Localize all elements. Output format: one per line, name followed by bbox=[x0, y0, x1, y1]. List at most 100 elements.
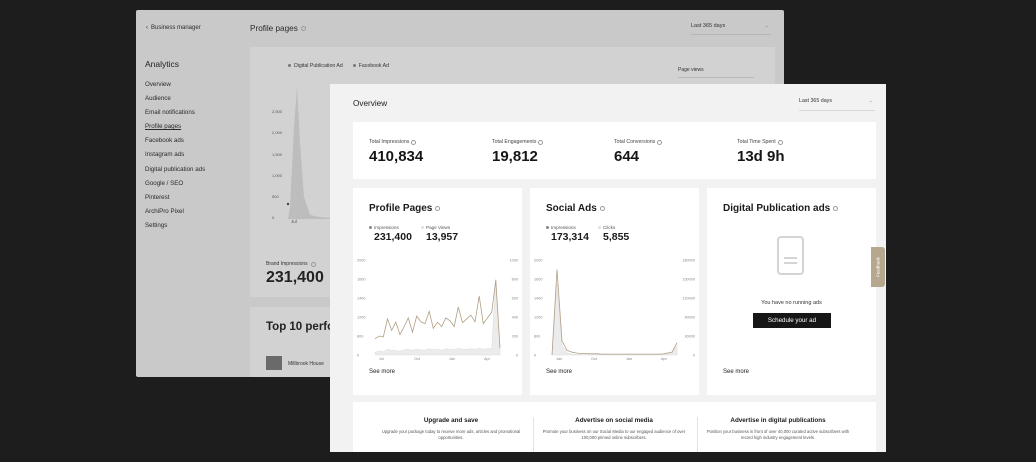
bg-date-range-select[interactable]: Last 365 days ⌄ bbox=[691, 23, 771, 35]
y-tick-label: 0 bbox=[534, 354, 536, 358]
y-tick-label: 1600 bbox=[357, 278, 365, 282]
y2-tick-label: 150000 bbox=[682, 278, 695, 282]
info-icon bbox=[310, 261, 316, 267]
sidebar-nav: Overview Audience Email notifications Pr… bbox=[145, 81, 205, 236]
bg-chart-fill bbox=[288, 87, 350, 219]
stat-label-text: Total Engagements bbox=[492, 139, 537, 145]
info-icon bbox=[833, 206, 839, 211]
schedule-ad-button[interactable]: Schedule your ad bbox=[753, 313, 831, 328]
back-link[interactable]: ‹ Business manager bbox=[146, 25, 201, 31]
card-title: Profile Pages bbox=[369, 203, 441, 214]
metric-label-text: Impressions bbox=[551, 225, 576, 230]
date-range-select[interactable]: Last 365 days ⌄ bbox=[799, 98, 875, 111]
sidebar-item-archipro-pixel[interactable]: ArchiPro Pixel bbox=[145, 207, 184, 215]
metric-label-text: Clicks bbox=[603, 225, 616, 230]
metric-label-text: Impressions bbox=[374, 225, 399, 230]
y-tick-label: 1200 bbox=[534, 316, 542, 320]
promo-title: Upgrade and save bbox=[423, 417, 479, 424]
promo-digital-publications[interactable]: Advertise in digital publications Positi… bbox=[703, 417, 853, 442]
see-more-link[interactable]: See more bbox=[546, 369, 573, 375]
stat-label: Total Conversions bbox=[614, 139, 663, 145]
card-title: Social Ads bbox=[546, 203, 605, 214]
bg-x-tick: Jul bbox=[291, 219, 297, 224]
x-tick-label: Apr bbox=[484, 357, 491, 361]
bg-legend-item: Facebook Ad bbox=[353, 63, 389, 69]
sidebar-item-email-notifications[interactable]: Email notifications bbox=[145, 109, 195, 117]
bg-brand-label-text: Brand Impressions bbox=[266, 261, 308, 267]
legend-swatch bbox=[369, 226, 372, 229]
promo-upgrade[interactable]: Upgrade and save Upgrade your package to… bbox=[376, 417, 526, 442]
metric-value: 13,957 bbox=[426, 231, 459, 243]
legend-swatch bbox=[546, 226, 549, 229]
x-tick-label: Jul bbox=[379, 357, 384, 361]
bg-y-tick: 1,000 bbox=[272, 172, 283, 178]
metric-label: Impressions bbox=[369, 225, 412, 230]
series-area-page-views bbox=[374, 278, 501, 356]
sidebar-item-audience[interactable]: Audience bbox=[145, 95, 171, 103]
sidebar-item-overview[interactable]: Overview bbox=[145, 81, 171, 88]
x-tick-label: Jan bbox=[556, 357, 562, 361]
y2-tick-label: 180000 bbox=[682, 259, 695, 263]
date-range-label: Last 365 days bbox=[799, 98, 832, 104]
bg-y-tick: 1,500 bbox=[272, 151, 283, 157]
y2-tick-label: 1000 bbox=[510, 259, 518, 263]
y-tick-label: 1200 bbox=[357, 316, 365, 320]
bg-top10-title: Top 10 perfor bbox=[266, 321, 339, 333]
sidebar-item-digital-publication-ads[interactable]: Digital publication ads bbox=[145, 165, 206, 173]
metric-impressions: Impressions 231,400 bbox=[369, 225, 412, 243]
promo-text: Upgrade your package today to receive mo… bbox=[381, 429, 521, 441]
y-tick-label: 2000 bbox=[534, 259, 542, 263]
series-area-clicks bbox=[551, 283, 678, 356]
y-tick-label: 2000 bbox=[357, 259, 365, 263]
sidebar-item-settings[interactable]: Settings bbox=[145, 221, 168, 229]
y2-tick-label: 200 bbox=[512, 335, 518, 339]
bg-y-tick: 500 bbox=[272, 194, 279, 200]
y2-tick-label: 600 bbox=[512, 297, 518, 301]
metric-label: Impressions bbox=[546, 225, 589, 230]
info-icon bbox=[657, 139, 663, 145]
legend-swatch bbox=[421, 226, 424, 229]
y2-tick-label: 800 bbox=[512, 278, 518, 282]
promo-social-media[interactable]: Advertise on social media Promote your b… bbox=[539, 417, 689, 442]
stat-total-impressions: Total Impressions 410,834 bbox=[369, 139, 423, 165]
series-line-impressions bbox=[374, 279, 501, 349]
bg-metric-select[interactable]: Page views bbox=[678, 67, 754, 78]
see-more-link[interactable]: See more bbox=[369, 369, 396, 375]
metric-page-views: Page Views 13,957 bbox=[421, 225, 458, 243]
info-icon bbox=[599, 206, 605, 211]
page-title-text: Profile pages bbox=[250, 24, 298, 33]
bg-y-tick: 2,500 bbox=[272, 109, 283, 114]
sidebar-item-profile-pages[interactable]: Profile pages bbox=[145, 123, 182, 131]
legend-swatch bbox=[598, 226, 601, 229]
social-ads-card: Social Ads Impressions 173,314 Clicks 5,… bbox=[530, 188, 699, 395]
bg-y-tick: 2,000 bbox=[272, 130, 283, 136]
bg-brand-label: Brand Impressions bbox=[266, 261, 316, 267]
see-more-link[interactable]: See more bbox=[723, 369, 750, 375]
profile-pages-chart: 2000160014001200800010008006004002000Jul… bbox=[357, 259, 518, 362]
stat-total-time-spent: Total Time Spent 13d 9h bbox=[737, 139, 785, 165]
empty-state-text: You have no running ads bbox=[761, 300, 822, 306]
sidebar-item-instagram-ads[interactable]: Instagram ads bbox=[145, 151, 185, 159]
stat-value: 644 bbox=[614, 148, 640, 165]
feedback-tab[interactable]: Feedback bbox=[871, 247, 885, 287]
x-tick-label: Apr bbox=[661, 357, 668, 361]
stat-total-engagements: Total Engagements 19,812 bbox=[492, 139, 544, 165]
back-label: Business manager bbox=[151, 25, 201, 31]
y2-tick-label: 400 bbox=[512, 316, 518, 320]
y-tick-label: 800 bbox=[534, 335, 540, 339]
chevron-left-icon: ‹ bbox=[146, 25, 148, 31]
stats-card: Total Impressions 410,834 Total Engageme… bbox=[353, 122, 876, 179]
sidebar-item-google-seo[interactable]: Google / SEO bbox=[145, 179, 184, 187]
y-tick-label: 1600 bbox=[534, 278, 542, 282]
stat-label-text: Total Conversions bbox=[614, 139, 656, 145]
bg-date-range-label: Last 365 days bbox=[691, 23, 726, 29]
mobile-ad-icon bbox=[777, 236, 804, 275]
stat-label: Total Time Spent bbox=[737, 139, 785, 145]
digital-publication-ads-card: Digital Publication ads You have no runn… bbox=[707, 188, 876, 395]
stat-label-text: Total Impressions bbox=[369, 139, 410, 145]
sidebar-item-facebook-ads[interactable]: Facebook ads bbox=[145, 137, 184, 145]
profile-pages-card: Profile Pages Impressions 231,400 Page V… bbox=[353, 188, 522, 395]
y2-tick-label: 0 bbox=[516, 354, 518, 358]
promo-text: Position your business in front of over … bbox=[706, 429, 850, 441]
sidebar-item-pinterest[interactable]: Pinterest bbox=[145, 193, 170, 201]
